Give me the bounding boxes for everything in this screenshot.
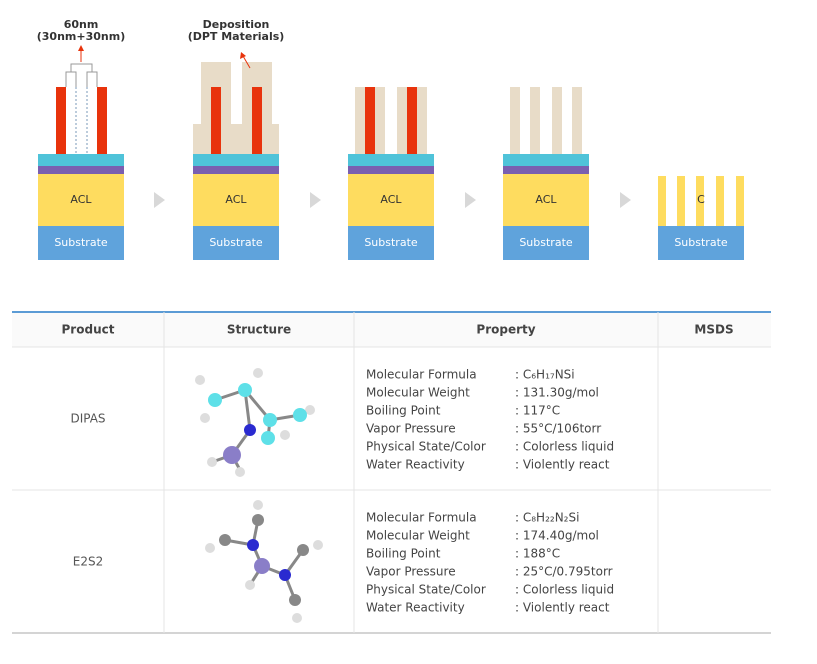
arrows <box>154 192 631 208</box>
mid-layer <box>348 166 434 174</box>
property-value: : 188°C <box>515 547 560 561</box>
property-value: : 117°C <box>515 404 560 418</box>
property-name: Physical State/Color <box>366 583 486 597</box>
step-label: 60nm <box>64 18 99 31</box>
cap-layer <box>348 154 434 166</box>
layer-label: ACL <box>225 193 247 206</box>
mid-layer <box>503 166 589 174</box>
property-value: : 25°C/0.795torr <box>515 565 613 579</box>
layer-label: ACL <box>380 193 402 206</box>
property-name: Molecular Weight <box>366 529 470 543</box>
property-value: : Violently react <box>515 601 610 615</box>
step-label: (30nm+30nm) <box>37 30 125 43</box>
cap-layer <box>193 154 279 166</box>
property-value: : 174.40g/mol <box>515 529 599 543</box>
acl-layer <box>38 174 124 226</box>
cap-layer <box>503 154 589 166</box>
substrate-label: Substrate <box>364 236 418 249</box>
table-header: Property <box>476 323 535 337</box>
layer-label: ACL <box>535 193 557 206</box>
step-label: Deposition <box>203 18 270 31</box>
product-name: E2S2 <box>73 555 103 569</box>
substrate-label: Substrate <box>674 236 728 249</box>
c-pillar <box>677 176 685 226</box>
mid-layer <box>38 166 124 174</box>
c-pillar <box>696 176 704 226</box>
molecule-dipas <box>195 368 315 477</box>
substrate-label: Substrate <box>209 236 263 249</box>
property-value: : Violently react <box>515 458 610 472</box>
c-pillar <box>716 176 724 226</box>
property-value: : C₆H₁₇NSi <box>515 368 575 382</box>
acl-layer <box>348 174 434 226</box>
step-3-marks <box>355 87 427 154</box>
acl-layer <box>503 174 589 226</box>
property-name: Physical State/Color <box>366 440 486 454</box>
property-name: Water Reactivity <box>366 601 465 615</box>
table-header: Structure <box>227 323 291 337</box>
c-pillar <box>658 176 666 226</box>
property-name: Molecular Weight <box>366 386 470 400</box>
table-header: MSDS <box>694 323 733 337</box>
property-value: : C₈H₂₂N₂Si <box>515 511 579 525</box>
substrate-layer <box>658 226 744 260</box>
molecule-e2s2 <box>205 500 323 623</box>
acl-layer <box>193 174 279 226</box>
step-2-marks <box>193 52 279 154</box>
substrate-label: Substrate <box>54 236 108 249</box>
substrate-layer <box>503 226 589 260</box>
property-name: Water Reactivity <box>366 458 465 472</box>
step-1-marks <box>56 45 107 154</box>
property-name: Molecular Formula <box>366 511 477 525</box>
property-value: : Colorless liquid <box>515 440 614 454</box>
property-value: : 55°C/106torr <box>515 422 601 436</box>
step-4-marks <box>510 87 582 154</box>
table-header: Product <box>62 323 115 337</box>
c-pillar <box>736 176 744 226</box>
substrate-label: Substrate <box>519 236 573 249</box>
property-name: Boiling Point <box>366 404 441 418</box>
table-lines <box>12 311 771 634</box>
mid-layer <box>193 166 279 174</box>
substrate-layer <box>193 226 279 260</box>
property-name: Vapor Pressure <box>366 422 456 436</box>
substrate-layer <box>348 226 434 260</box>
property-name: Boiling Point <box>366 547 441 561</box>
layer-label: C <box>697 193 705 206</box>
property-value: : Colorless liquid <box>515 583 614 597</box>
cap-layer <box>38 154 124 166</box>
substrate-layer <box>38 226 124 260</box>
property-name: Molecular Formula <box>366 368 477 382</box>
property-name: Vapor Pressure <box>366 565 456 579</box>
property-value: : 131.30g/mol <box>515 386 599 400</box>
layer-label: ACL <box>70 193 92 206</box>
step-label: (DPT Materials) <box>188 30 285 43</box>
product-name: DIPAS <box>70 412 105 426</box>
